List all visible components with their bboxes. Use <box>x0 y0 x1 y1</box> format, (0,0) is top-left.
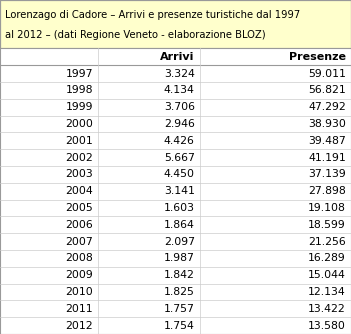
Text: 2008: 2008 <box>65 254 93 264</box>
Text: 2011: 2011 <box>65 304 93 314</box>
Text: 59.011: 59.011 <box>308 68 346 78</box>
Text: 1.754: 1.754 <box>164 321 195 331</box>
Text: 12.134: 12.134 <box>308 287 346 297</box>
Bar <box>0 132 351 149</box>
Text: 38.930: 38.930 <box>308 119 346 129</box>
Text: 2.946: 2.946 <box>164 119 195 129</box>
Text: 2009: 2009 <box>65 270 93 280</box>
Text: 2006: 2006 <box>65 220 93 230</box>
Text: Arrivi: Arrivi <box>160 52 195 62</box>
Text: 1.842: 1.842 <box>164 270 195 280</box>
Text: 1.757: 1.757 <box>164 304 195 314</box>
Text: Lorenzago di Cadore – Arrivi e presenze turistiche dal 1997: Lorenzago di Cadore – Arrivi e presenze … <box>5 10 300 19</box>
Text: 21.256: 21.256 <box>308 236 346 246</box>
Text: 3.324: 3.324 <box>164 68 195 78</box>
Bar <box>0 300 351 317</box>
Bar <box>0 250 351 267</box>
Text: 15.044: 15.044 <box>308 270 346 280</box>
Text: 2005: 2005 <box>65 203 93 213</box>
Bar <box>0 233 351 250</box>
Text: 1.864: 1.864 <box>164 220 195 230</box>
Bar <box>0 183 351 199</box>
Text: 5.667: 5.667 <box>164 153 195 163</box>
Text: Presenze: Presenze <box>289 52 346 62</box>
Text: 2001: 2001 <box>65 136 93 146</box>
Text: 1.987: 1.987 <box>164 254 195 264</box>
Text: 1997: 1997 <box>66 68 93 78</box>
Text: 2012: 2012 <box>65 321 93 331</box>
Text: 19.108: 19.108 <box>308 203 346 213</box>
Bar <box>0 82 351 99</box>
Text: 1998: 1998 <box>66 85 93 95</box>
Text: 1999: 1999 <box>66 102 93 112</box>
Text: 2000: 2000 <box>65 119 93 129</box>
Bar <box>0 116 351 132</box>
Text: 2010: 2010 <box>65 287 93 297</box>
Text: 41.191: 41.191 <box>308 153 346 163</box>
Bar <box>0 48 351 65</box>
Text: 39.487: 39.487 <box>308 136 346 146</box>
Bar <box>0 65 351 82</box>
Text: 1.603: 1.603 <box>164 203 195 213</box>
Bar <box>0 267 351 284</box>
Text: 2003: 2003 <box>65 169 93 179</box>
Text: 4.426: 4.426 <box>164 136 195 146</box>
Text: 13.580: 13.580 <box>308 321 346 331</box>
Bar <box>0 99 351 116</box>
Text: 27.898: 27.898 <box>308 186 346 196</box>
Bar <box>0 149 351 166</box>
Text: 3.141: 3.141 <box>164 186 195 196</box>
Text: 3.706: 3.706 <box>164 102 195 112</box>
Text: 16.289: 16.289 <box>308 254 346 264</box>
Bar <box>0 284 351 300</box>
Text: 2007: 2007 <box>65 236 93 246</box>
Text: 47.292: 47.292 <box>308 102 346 112</box>
Text: 2004: 2004 <box>65 186 93 196</box>
Text: 4.450: 4.450 <box>164 169 195 179</box>
Text: 37.139: 37.139 <box>308 169 346 179</box>
Text: 13.422: 13.422 <box>308 304 346 314</box>
Bar <box>0 199 351 216</box>
Text: al 2012 – (dati Regione Veneto - elaborazione BLOZ): al 2012 – (dati Regione Veneto - elabora… <box>5 30 266 40</box>
Text: 56.821: 56.821 <box>308 85 346 95</box>
Bar <box>0 216 351 233</box>
Text: 18.599: 18.599 <box>308 220 346 230</box>
Text: 4.134: 4.134 <box>164 85 195 95</box>
Text: 2002: 2002 <box>65 153 93 163</box>
Bar <box>0 317 351 334</box>
Bar <box>0 0 351 48</box>
Text: 1.825: 1.825 <box>164 287 195 297</box>
Bar <box>0 166 351 183</box>
Text: 2.097: 2.097 <box>164 236 195 246</box>
